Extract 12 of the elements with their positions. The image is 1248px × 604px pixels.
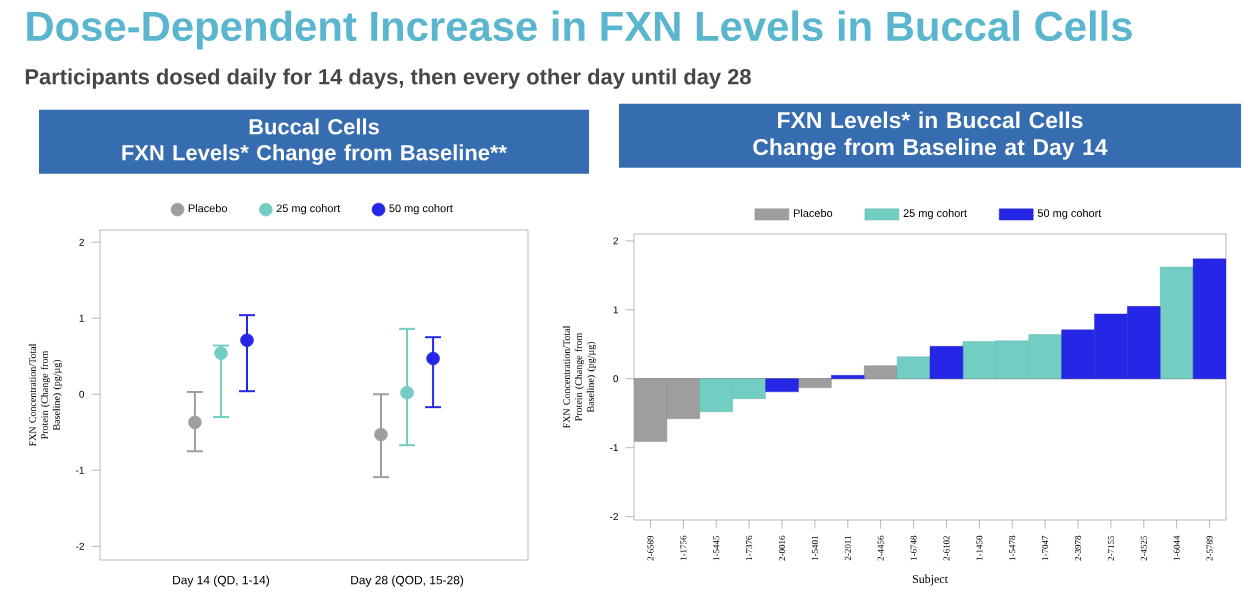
text: Dose-Dependent Increase in FXN Levels in Buccal Cells <box>27 10 1132 50</box>
bar <box>896 356 931 379</box>
text: Participants dosed daily for 14 days, then every other day until day 28 <box>25 68 751 89</box>
bar <box>1192 258 1227 379</box>
bar <box>798 378 832 388</box>
chart-subtitle: FXN Levels* Change from Baseline** <box>122 144 507 165</box>
bar <box>1160 266 1194 379</box>
chart-subtitle: Change from Baseline at Day 14 <box>753 138 1108 160</box>
bar <box>864 365 898 379</box>
chart-title: Buccal Cells <box>249 118 379 135</box>
bar <box>929 346 964 379</box>
chart-title: FXN Levels* in Buccal Cells <box>778 111 1083 129</box>
